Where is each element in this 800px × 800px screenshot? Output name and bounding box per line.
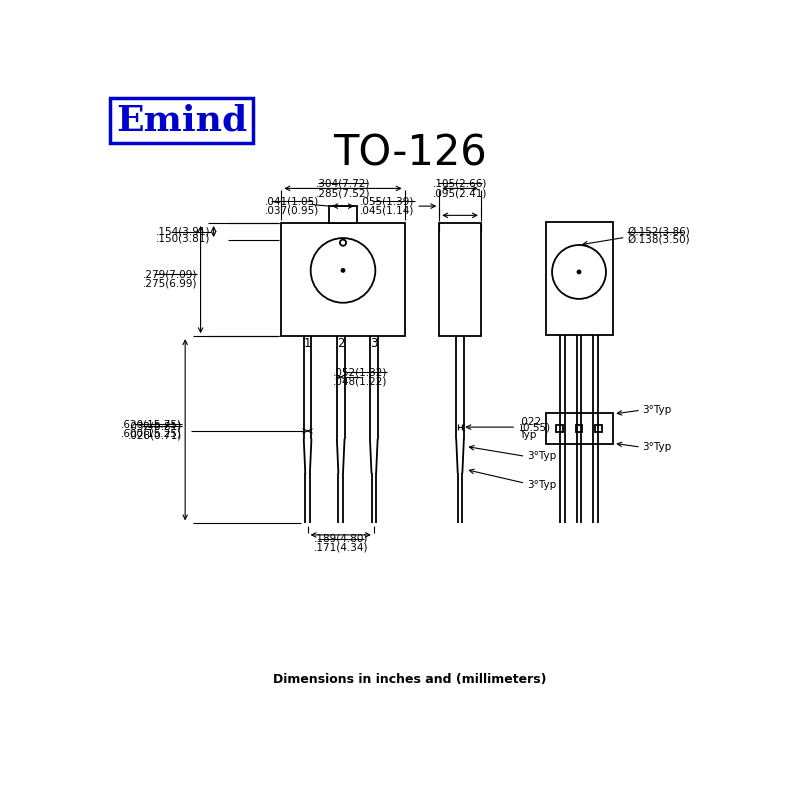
Bar (556, 425, 563, 432)
Bar (329, 206, 357, 223)
Text: Ø.152(3.86): Ø.152(3.86) (627, 227, 690, 237)
Bar (575, 425, 582, 432)
Bar (594, 425, 602, 432)
Bar (439, 223, 481, 336)
Text: .279(7.09): .279(7.09) (143, 270, 198, 279)
Text: 2: 2 (337, 337, 345, 350)
Bar (546, 414, 613, 444)
Text: 3°Typ: 3°Typ (642, 442, 671, 452)
Text: .045(1.14): .045(1.14) (360, 206, 414, 216)
Text: .620(15.75): .620(15.75) (121, 419, 182, 430)
Bar (282, 223, 405, 336)
Text: .022: .022 (519, 417, 542, 426)
Text: .048(1.22): .048(1.22) (333, 377, 387, 386)
Text: .052(1.32): .052(1.32) (333, 367, 387, 378)
Text: .600(15.25): .600(15.25) (122, 429, 182, 438)
Text: .032(0.81): .032(0.81) (128, 422, 182, 431)
Text: .285(7.52): .285(7.52) (316, 189, 370, 198)
Text: Ø.138(3.50): Ø.138(3.50) (627, 234, 690, 245)
Text: .304(7.72): .304(7.72) (316, 178, 370, 188)
Text: TO-126: TO-126 (333, 133, 487, 174)
Text: .055(1.39): .055(1.39) (360, 197, 414, 206)
Bar (546, 222, 613, 334)
Text: .189(4.80): .189(4.80) (314, 534, 368, 544)
Circle shape (578, 270, 581, 274)
Text: 1: 1 (304, 337, 311, 350)
Text: .041(1.05): .041(1.05) (265, 197, 319, 206)
Text: .037(0.95): .037(0.95) (265, 206, 319, 216)
Text: .154(3.91): .154(3.91) (156, 226, 210, 237)
Text: .150(3.81): .150(3.81) (156, 234, 210, 243)
Text: Dimensions in inches and (millimeters): Dimensions in inches and (millimeters) (274, 673, 546, 686)
Text: 3°Typ: 3°Typ (642, 405, 671, 415)
Text: .171(4.34): .171(4.34) (314, 543, 368, 553)
Text: .275(6.99): .275(6.99) (143, 278, 198, 289)
Text: 3: 3 (370, 337, 378, 350)
Circle shape (342, 269, 345, 272)
Text: .028(0.71): .028(0.71) (128, 430, 182, 441)
Text: .095(2.41): .095(2.41) (433, 189, 487, 198)
Text: Typ: Typ (519, 430, 537, 440)
Text: 3°Typ: 3°Typ (527, 480, 556, 490)
Text: (0.55): (0.55) (519, 423, 550, 433)
Text: Emind: Emind (116, 104, 247, 138)
Text: .105(2.66): .105(2.66) (433, 178, 487, 188)
Text: 3°Typ: 3°Typ (527, 451, 556, 462)
